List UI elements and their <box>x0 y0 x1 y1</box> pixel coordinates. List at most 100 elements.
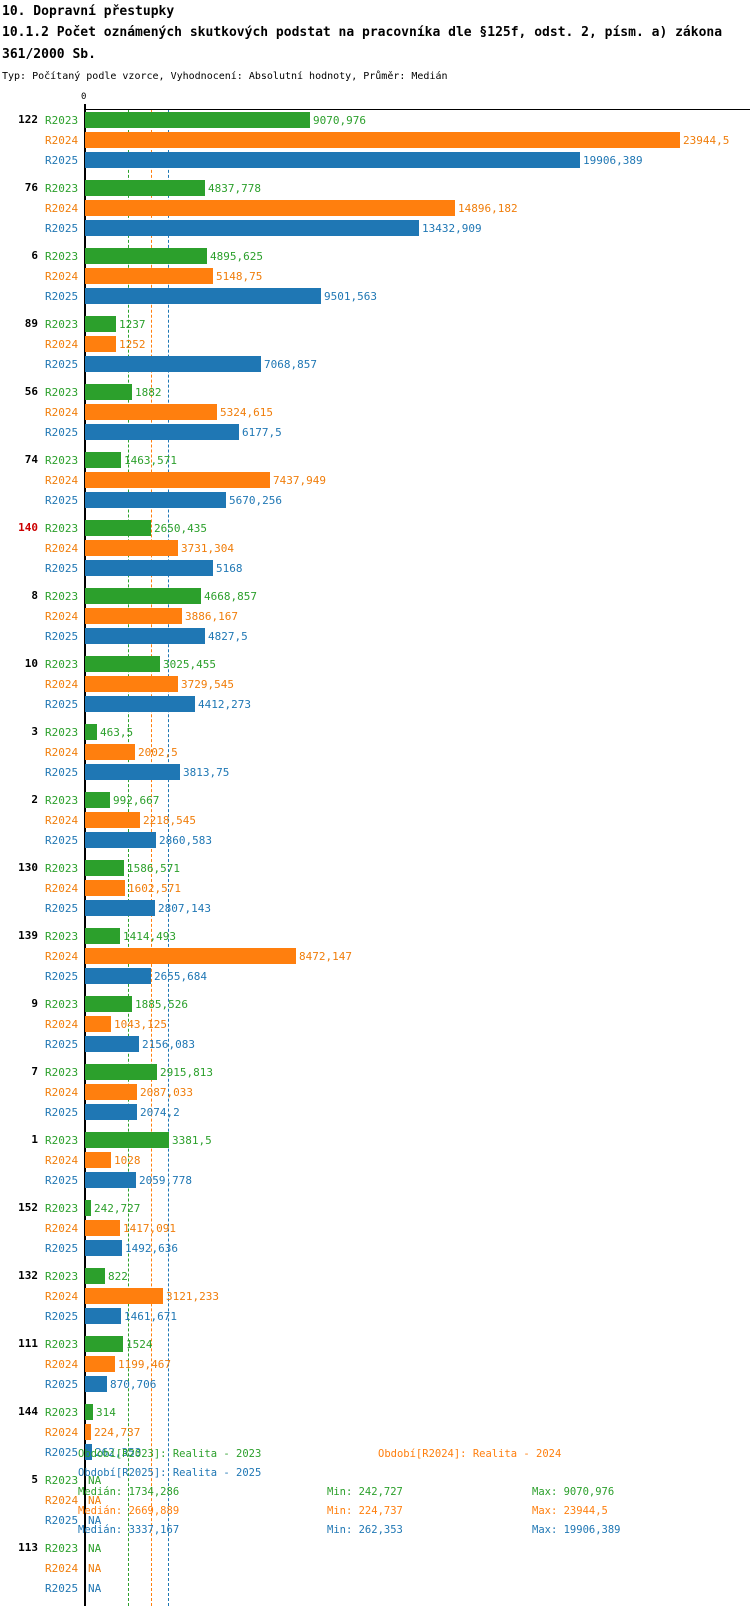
bar-2025[interactable] <box>85 696 195 712</box>
legend-item-r2023[interactable]: Období[R2023]: Realita - 2023 <box>78 1448 262 1460</box>
bar-2023[interactable] <box>85 1200 91 1216</box>
series-label-2025: R2025 <box>45 1378 79 1391</box>
bar-row: R2024 1043,125 <box>0 1014 750 1034</box>
bar-value-label: 23944,5 <box>683 134 730 147</box>
bar-2023[interactable] <box>85 996 132 1012</box>
group-label: 8 <box>31 589 38 602</box>
group-label: 140 <box>18 521 38 534</box>
group-label: 89 <box>24 317 38 330</box>
bar-2025[interactable] <box>85 1172 136 1188</box>
bar-2025[interactable] <box>85 492 226 508</box>
bar-2023[interactable] <box>85 112 310 128</box>
bar-group: 89 R2023 1237 R2024 1252 R2025 7068,857 <box>0 314 750 374</box>
series-label-2024: R2024 <box>45 1290 79 1303</box>
series-label-2025: R2025 <box>45 902 79 915</box>
bar-2025[interactable] <box>85 1104 137 1120</box>
series-label-2023: R2023 <box>45 318 79 331</box>
bar-2025[interactable] <box>85 832 156 848</box>
bar-row: R2024 23944,5 <box>0 130 750 150</box>
bar-value-label: 6177,5 <box>242 426 282 439</box>
bar-2025[interactable] <box>85 900 155 916</box>
bar-2023[interactable] <box>85 316 116 332</box>
bar-2025[interactable] <box>85 1036 139 1052</box>
bar-2024[interactable] <box>85 132 680 148</box>
series-label-2024: R2024 <box>45 1358 79 1371</box>
bar-2023[interactable] <box>85 1132 169 1148</box>
bar-2024[interactable] <box>85 472 270 488</box>
bar-2023[interactable] <box>85 792 110 808</box>
bar-2025[interactable] <box>85 356 261 372</box>
bar-2024[interactable] <box>85 1356 115 1372</box>
bar-2025[interactable] <box>85 560 213 576</box>
bar-row: R2023 1414,493 <box>0 926 750 946</box>
bar-2025[interactable] <box>85 1240 122 1256</box>
bar-row: R2024 7437,949 <box>0 470 750 490</box>
bar-2025[interactable] <box>85 424 239 440</box>
bar-value-label: 1463,571 <box>124 454 177 467</box>
bar-2023[interactable] <box>85 248 207 264</box>
bar-row: R2023 4668,857 <box>0 586 750 606</box>
bar-2024[interactable] <box>85 540 178 556</box>
bar-2024[interactable] <box>85 268 213 284</box>
bar-2024[interactable] <box>85 1424 91 1440</box>
bar-2023[interactable] <box>85 656 160 672</box>
bar-group: 139 R2023 1414,493 R2024 8472,147 R2025 2655,6… <box>0 926 750 986</box>
bar-2025[interactable] <box>85 220 419 236</box>
bar-2024[interactable] <box>85 1220 120 1236</box>
bar-group: 56 R2023 1882 R2024 5324,615 R2025 6177,5 <box>0 382 750 442</box>
bar-2023[interactable] <box>85 1404 93 1420</box>
bar-2024[interactable] <box>85 948 296 964</box>
bar-2023[interactable] <box>85 520 151 536</box>
bar-value-label: 2218,545 <box>143 814 196 827</box>
bar-row: R2024 NA <box>0 1558 750 1578</box>
bar-2024[interactable] <box>85 812 140 828</box>
bar-2023[interactable] <box>85 180 205 196</box>
bar-row: R2024 2218,545 <box>0 810 750 830</box>
bar-2023[interactable] <box>85 1268 105 1284</box>
bar-2025[interactable] <box>85 288 321 304</box>
bar-2023[interactable] <box>85 928 120 944</box>
legend-row: Období[R2023]: Realita - 2023 Období[R202… <box>0 1448 750 1467</box>
series-label-2025: R2025 <box>45 834 79 847</box>
bar-row: R2025 NA <box>0 1578 750 1598</box>
series-label-2023: R2023 <box>45 862 79 875</box>
bar-2024[interactable] <box>85 744 135 760</box>
bar-2024[interactable] <box>85 880 125 896</box>
bar-2023[interactable] <box>85 1336 123 1352</box>
bar-value-label: 3729,545 <box>181 678 234 691</box>
chart-header: 10. Dopravní přestupky 10.1.2 Počet ozná… <box>0 0 750 84</box>
bar-2024[interactable] <box>85 1084 137 1100</box>
bar-2023[interactable] <box>85 588 201 604</box>
bar-value-label: 992,667 <box>113 794 160 807</box>
bar-2024[interactable] <box>85 1152 111 1168</box>
bar-2023[interactable] <box>85 860 124 876</box>
bar-2025[interactable] <box>85 628 205 644</box>
series-label-2025: R2025 <box>45 358 79 371</box>
bar-2025[interactable] <box>85 764 180 780</box>
bar-2023[interactable] <box>85 1064 157 1080</box>
bar-2023[interactable] <box>85 384 132 400</box>
bar-2025[interactable] <box>85 1376 107 1392</box>
bar-2024[interactable] <box>85 676 178 692</box>
bar-2023[interactable] <box>85 452 121 468</box>
group-label: 76 <box>24 181 38 194</box>
bar-2024[interactable] <box>85 1288 163 1304</box>
bar-2024[interactable] <box>85 200 455 216</box>
bar-2024[interactable] <box>85 608 182 624</box>
bar-2025[interactable] <box>85 1308 121 1324</box>
bar-row: R2024 224,737 <box>0 1422 750 1442</box>
bar-row: R2023 3025,455 <box>0 654 750 674</box>
bar-2025[interactable] <box>85 152 580 168</box>
series-label-2023: R2023 <box>45 1542 79 1555</box>
legend-item-r2024[interactable]: Období[R2024]: Realita - 2024 <box>378 1448 562 1460</box>
bar-2023[interactable] <box>85 724 97 740</box>
bar-2025[interactable] <box>85 968 151 984</box>
bar-row: R2025 262,353 <box>0 1442 750 1462</box>
legend-item-r2025[interactable]: Období[R2025]: Realita - 2025 <box>78 1467 262 1479</box>
bar-2024[interactable] <box>85 1016 111 1032</box>
series-label-2025: R2025 <box>45 1106 79 1119</box>
bar-2024[interactable] <box>85 404 217 420</box>
bar-2024[interactable] <box>85 336 116 352</box>
bar-2025[interactable] <box>85 1444 92 1460</box>
stat-min: Min: 224,737 <box>327 1505 403 1517</box>
